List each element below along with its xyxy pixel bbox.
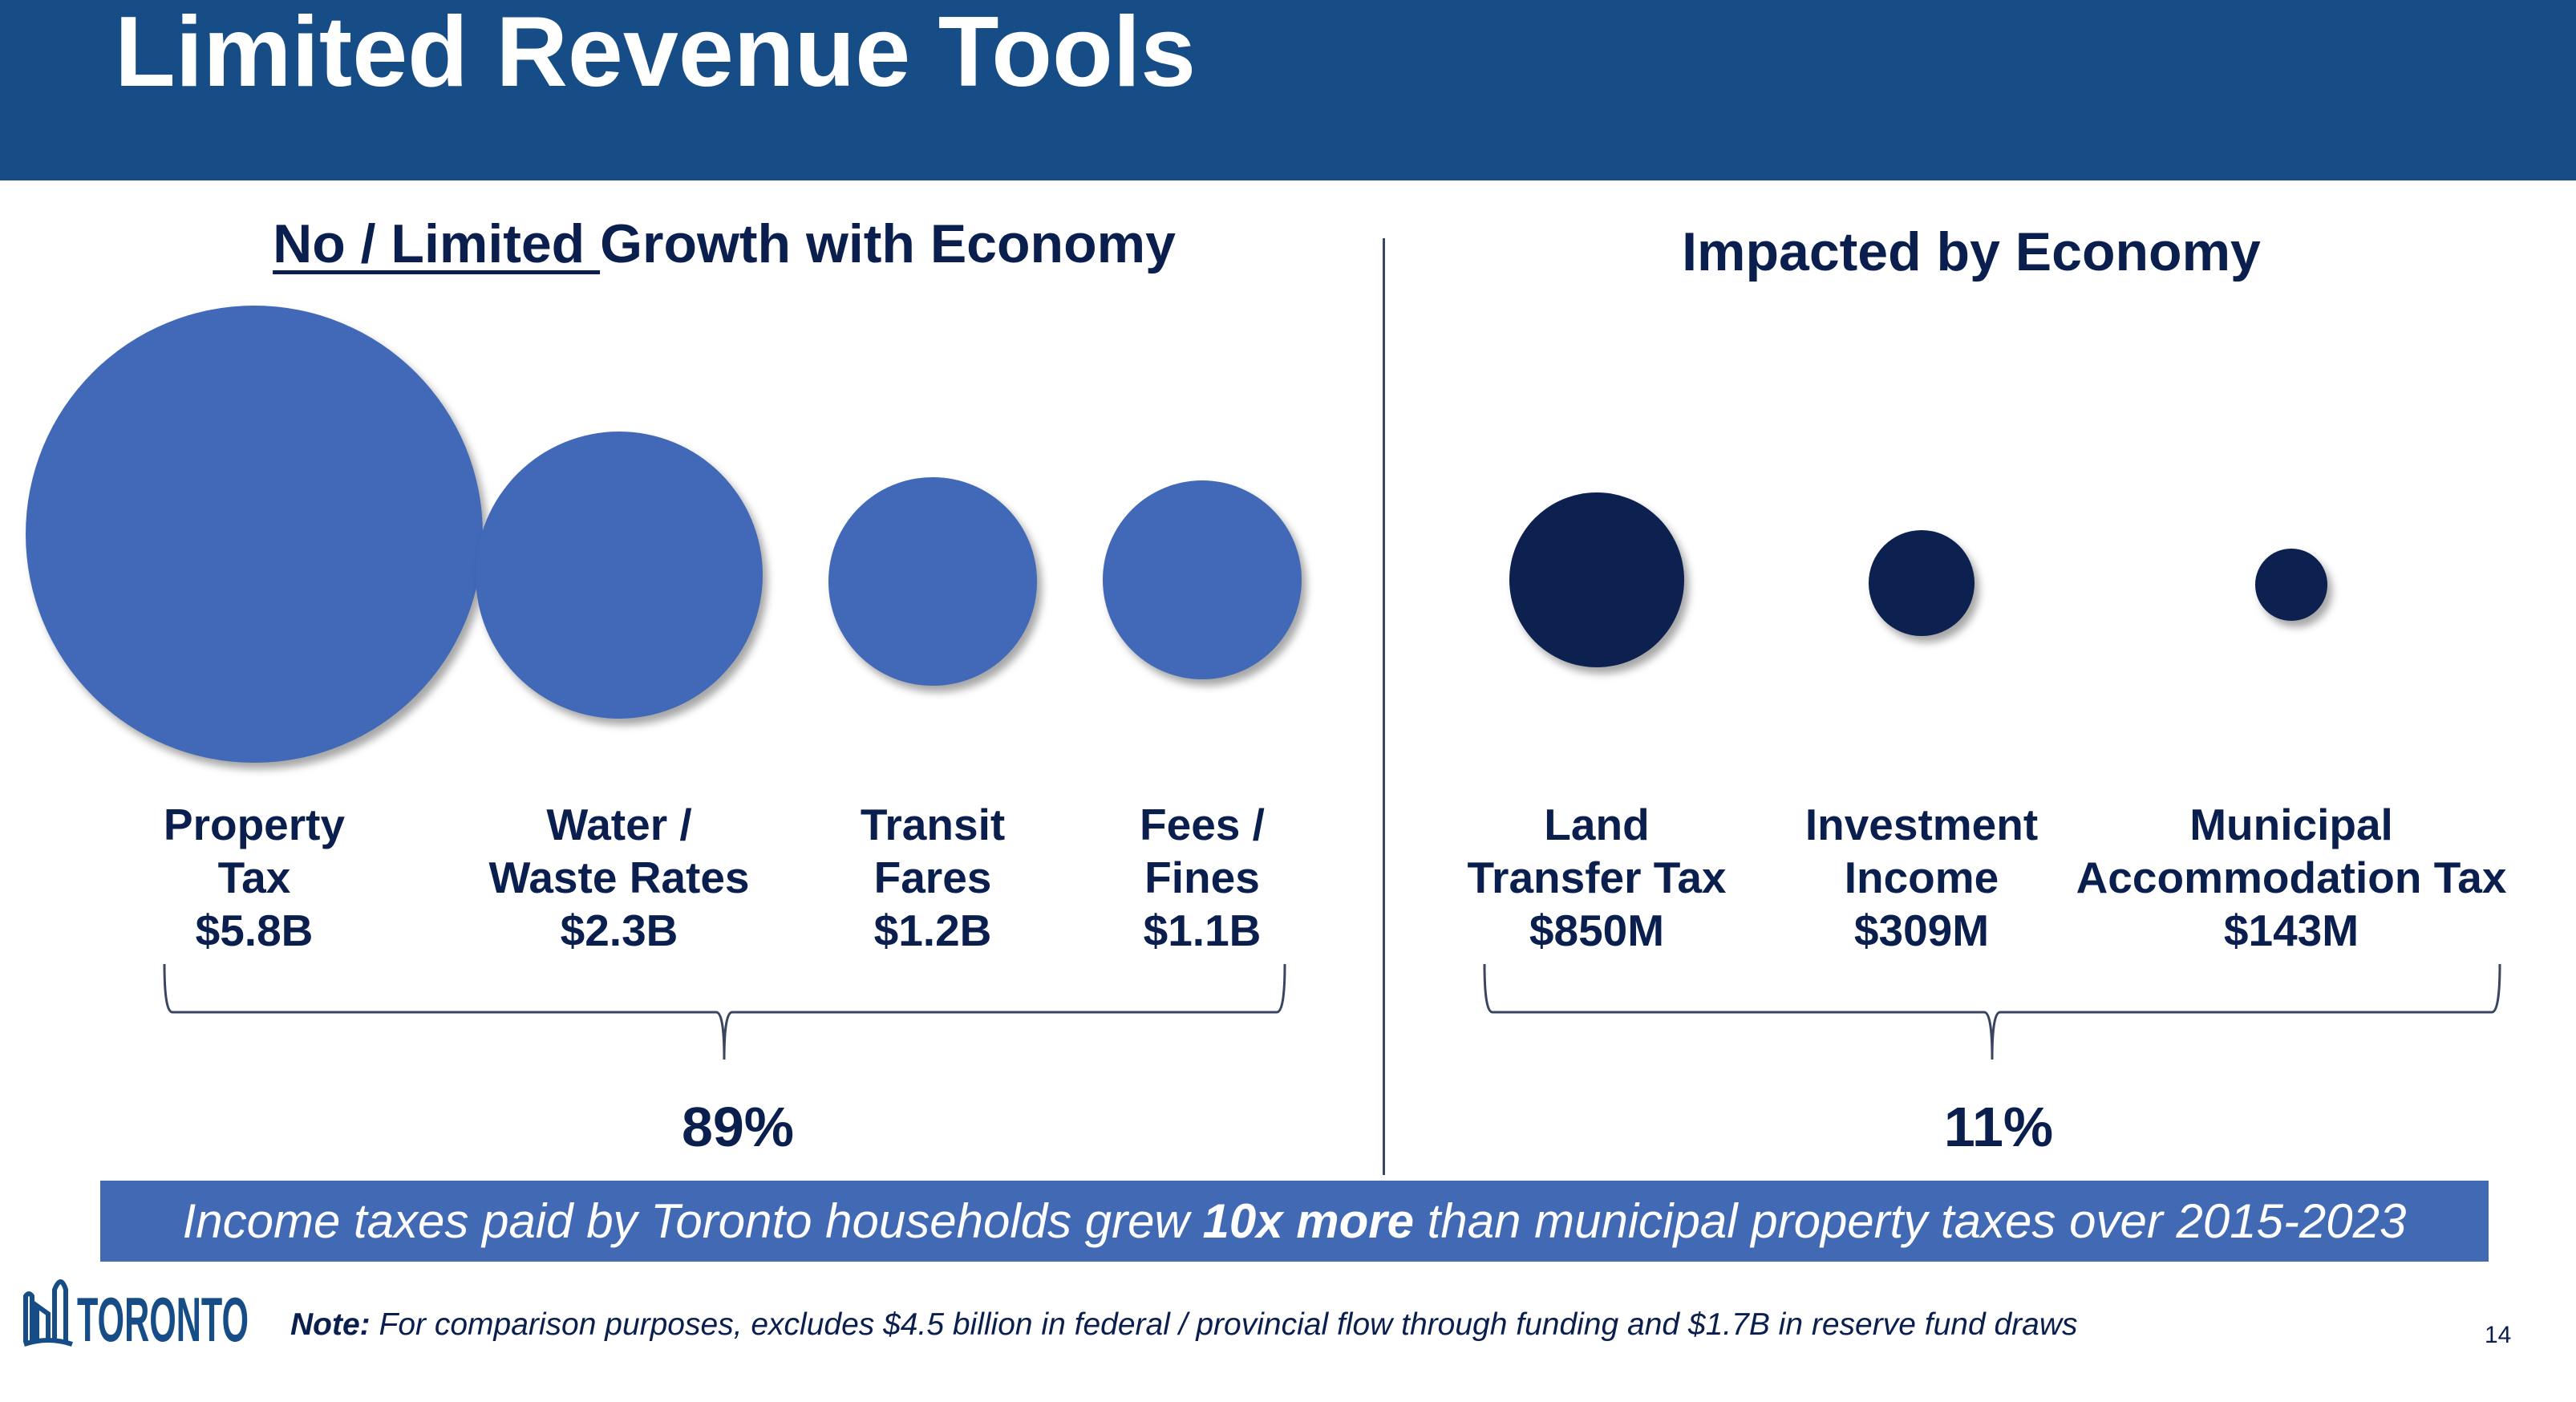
revenue-bubble <box>26 306 483 763</box>
revenue-label: Municipal Accommodation Tax $143M <box>2076 798 2507 957</box>
revenue-label-line: Tax <box>217 853 291 902</box>
revenue-bubble <box>1509 492 1685 668</box>
right-share: 11% <box>1943 1096 2054 1158</box>
revenue-label-line: Municipal <box>2189 800 2393 849</box>
revenue-label-line: $143M <box>2223 906 2359 955</box>
note-text: For comparison purposes, excludes $4.5 b… <box>370 1307 2078 1342</box>
revenue-bubble <box>1102 480 1302 680</box>
revenue-label-line: Fees / <box>1140 800 1265 849</box>
banner-text-before: Income taxes paid by Toronto households … <box>182 1194 1203 1248</box>
left-heading: No / Limited Growth with Economy <box>273 213 1176 275</box>
revenue-label-line: $850M <box>1529 906 1665 955</box>
revenue-label-line: Waste Rates <box>488 853 750 902</box>
section-divider <box>1383 238 1385 1175</box>
left-heading-underlined: No / Limited <box>273 213 601 274</box>
revenue-label-line: Income <box>1844 853 1999 902</box>
note-label: Note: <box>290 1307 371 1342</box>
revenue-label-line: Land <box>1544 800 1650 849</box>
toronto-logo: TORONTO <box>23 1279 249 1347</box>
revenue-label-line: Property <box>163 800 346 849</box>
revenue-label-line: Investment <box>1804 800 2039 849</box>
revenue-label-line: Accommodation Tax <box>2076 853 2507 902</box>
revenue-label-line: Transfer Tax <box>1467 853 1727 902</box>
page-number: 14 <box>2485 1322 2512 1348</box>
revenue-label: Investment Income $309M <box>1805 798 2038 957</box>
revenue-label: Water / Waste Rates $2.3B <box>488 798 749 957</box>
revenue-bubble <box>828 477 1037 686</box>
footnote: Note: For comparison purposes, excludes … <box>290 1307 2078 1343</box>
revenue-label: Land Transfer Tax $850M <box>1467 798 1726 957</box>
revenue-label-line: Transit <box>860 800 1006 849</box>
revenue-label-line: $5.8B <box>195 906 314 955</box>
revenue-bubble <box>2255 549 2327 621</box>
revenue-label-line: $1.1B <box>1143 906 1262 955</box>
revenue-label-line: Fares <box>873 853 992 902</box>
revenue-label: Property Tax $5.8B <box>164 798 345 957</box>
revenue-label-line: $2.3B <box>560 906 678 955</box>
revenue-label-line: Water / <box>546 800 692 849</box>
revenue-bubble <box>1869 530 1975 636</box>
right-heading: Impacted by Economy <box>1682 221 2261 282</box>
slide-title: Limited Revenue Tools <box>115 0 1197 107</box>
right-brace <box>1483 963 2501 1060</box>
banner: Income taxes paid by Toronto households … <box>100 1181 2489 1262</box>
left-heading-rest: Growth with Economy <box>600 213 1176 274</box>
revenue-bubble <box>475 431 763 719</box>
left-brace <box>163 963 1286 1060</box>
banner-text-after: than municipal property taxes over 2015-… <box>1413 1194 2407 1248</box>
revenue-label-line: Fines <box>1144 853 1260 902</box>
header-bar: Limited Revenue Tools <box>0 0 2576 180</box>
revenue-label-line: $309M <box>1853 906 1990 955</box>
svg-text:TORONTO: TORONTO <box>77 1284 249 1347</box>
revenue-label-line: $1.2B <box>873 906 992 955</box>
revenue-label: Transit Fares $1.2B <box>861 798 1005 957</box>
revenue-label: Fees / Fines $1.1B <box>1140 798 1265 957</box>
left-share: 89% <box>681 1096 795 1158</box>
banner-text-bold: 10x more <box>1202 1194 1414 1248</box>
